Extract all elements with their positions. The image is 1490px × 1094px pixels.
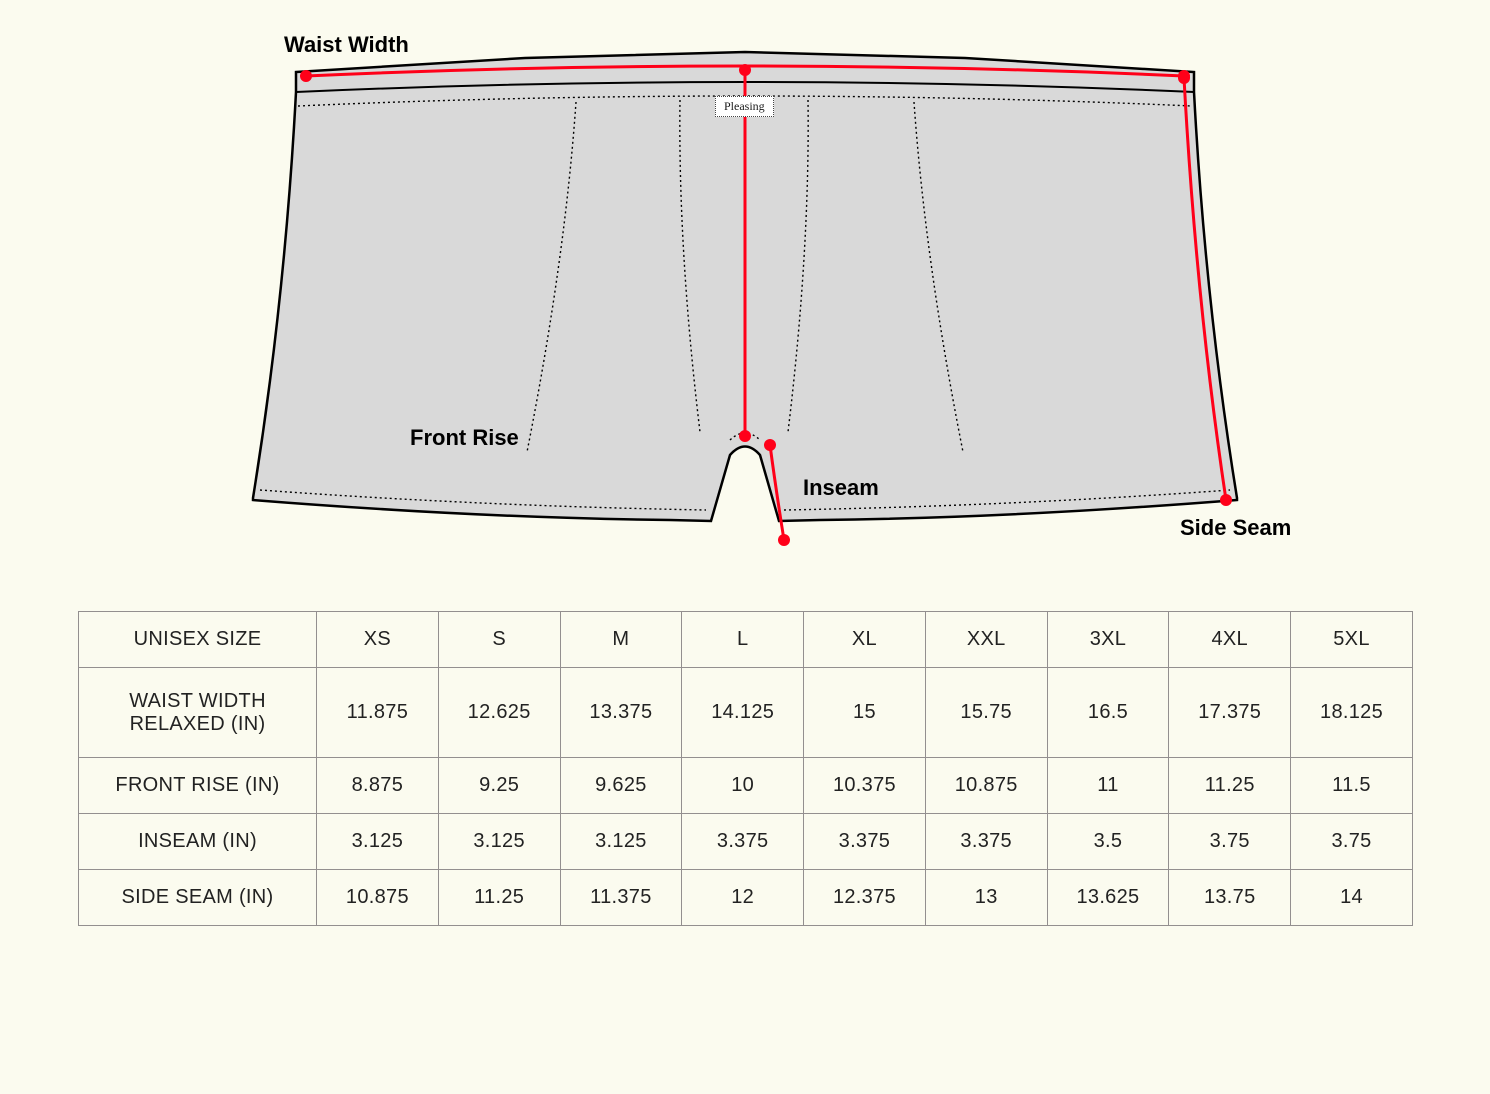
cell-value: 3.5 [1047,814,1169,870]
cell-value: 11.375 [560,870,682,926]
size-table: UNISEX SIZEXSSMLXLXXL3XL4XL5XLWAIST WIDT… [78,611,1412,926]
cell-value: 15 [804,668,926,758]
table-row: SIDE SEAM (IN)10.87511.2511.3751212.3751… [79,870,1413,926]
label-side-seam: Side Seam [1180,515,1291,541]
cell-value: 3.375 [682,814,804,870]
cell-value: 17.375 [1169,668,1291,758]
label-front-rise: Front Rise [410,425,519,451]
col-header-5xl: 5XL [1291,612,1413,668]
col-header-l: L [682,612,804,668]
col-header-xs: XS [317,612,439,668]
cell-value: 13 [925,870,1047,926]
col-header-size: UNISEX SIZE [79,612,317,668]
cell-value: 11 [1047,758,1169,814]
col-header-xl: XL [804,612,926,668]
cell-value: 3.375 [925,814,1047,870]
table-row: FRONT RISE (IN)8.8759.259.6251010.37510.… [79,758,1413,814]
cell-value: 9.625 [560,758,682,814]
cell-value: 9.25 [438,758,560,814]
size-chart: Waist Width Front Rise Inseam Side Seam … [0,0,1490,1094]
cell-value: 16.5 [1047,668,1169,758]
col-header-xxl: XXL [925,612,1047,668]
row-label: WAIST WIDTH RELAXED (IN) [79,668,317,758]
cell-value: 3.75 [1169,814,1291,870]
cell-value: 15.75 [925,668,1047,758]
cell-value: 13.75 [1169,870,1291,926]
boxer-diagram [0,0,1490,600]
cell-value: 3.125 [560,814,682,870]
cell-value: 10.375 [804,758,926,814]
cell-value: 14.125 [682,668,804,758]
cell-value: 10 [682,758,804,814]
table-row: WAIST WIDTH RELAXED (IN)11.87512.62513.3… [79,668,1413,758]
cell-value: 10.875 [317,870,439,926]
cell-value: 13.375 [560,668,682,758]
col-header-m: M [560,612,682,668]
brand-label: Pleasing [715,96,774,117]
cell-value: 3.125 [317,814,439,870]
cell-value: 11.875 [317,668,439,758]
col-header-3xl: 3XL [1047,612,1169,668]
cell-value: 11.5 [1291,758,1413,814]
cell-value: 11.25 [438,870,560,926]
cell-value: 11.25 [1169,758,1291,814]
cell-value: 3.75 [1291,814,1413,870]
cell-value: 3.375 [804,814,926,870]
cell-value: 13.625 [1047,870,1169,926]
cell-value: 12 [682,870,804,926]
cell-value: 3.125 [438,814,560,870]
label-waist-width: Waist Width [284,32,409,58]
row-label: INSEAM (IN) [79,814,317,870]
col-header-s: S [438,612,560,668]
table-row: INSEAM (IN)3.1253.1253.1253.3753.3753.37… [79,814,1413,870]
cell-value: 12.625 [438,668,560,758]
col-header-4xl: 4XL [1169,612,1291,668]
row-label: SIDE SEAM (IN) [79,870,317,926]
label-inseam: Inseam [803,475,879,501]
cell-value: 14 [1291,870,1413,926]
cell-value: 10.875 [925,758,1047,814]
cell-value: 18.125 [1291,668,1413,758]
cell-value: 8.875 [317,758,439,814]
cell-value: 12.375 [804,870,926,926]
row-label: FRONT RISE (IN) [79,758,317,814]
